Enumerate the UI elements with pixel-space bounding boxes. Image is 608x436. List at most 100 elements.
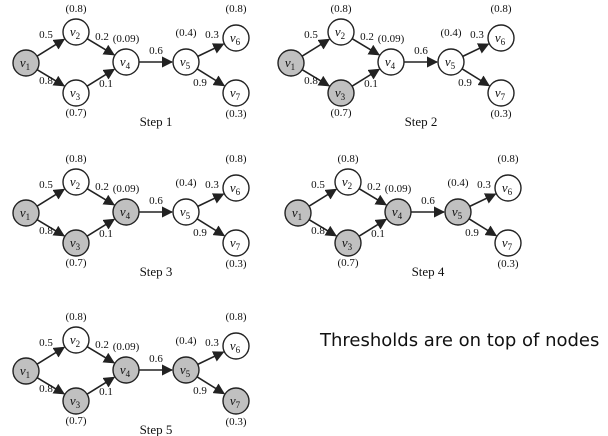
node-v3	[62, 229, 90, 257]
edge-v3-v4	[351, 68, 381, 87]
edge-v3-v4	[358, 218, 388, 237]
edge-weight-v1-v3: 0.8	[39, 225, 53, 237]
edge-v1-v3	[301, 69, 330, 87]
node-v3	[62, 387, 90, 415]
node-label-v1: v1	[20, 55, 30, 72]
edge-weight-v4-v5: 0.6	[149, 45, 163, 57]
edge-weight-v2-v4: 0.2	[360, 31, 374, 43]
node-v3	[327, 79, 355, 107]
threshold-v3: (0.7)	[65, 257, 86, 269]
node-v7	[222, 229, 250, 257]
edge-v5-v6	[197, 351, 225, 366]
threshold-v4: (0.09)	[378, 33, 405, 45]
threshold-v5: (0.4)	[175, 27, 196, 39]
node-label-v3: v3	[70, 235, 81, 252]
node-label-v4: v4	[392, 204, 403, 221]
edge-weight-v1-v2: 0.5	[39, 179, 53, 191]
step-4-graph: 0.5 0.8 0.2 0.1 0.6 0.3 0.9 v1 v2 (0.8) v3 (0.7) v4 (…	[284, 153, 522, 279]
edge-weight-v5-v7: 0.9	[193, 227, 207, 239]
edge-weight-v5-v6: 0.3	[477, 179, 491, 191]
edge-weight-v2-v4: 0.2	[95, 181, 109, 193]
edge-v2-v4	[86, 346, 115, 364]
node-label-v6: v6	[230, 338, 241, 355]
threshold-v2: (0.8)	[65, 311, 86, 323]
threshold-v3: (0.7)	[337, 257, 358, 269]
node-label-v5: v5	[452, 204, 463, 221]
threshold-v5: (0.4)	[440, 27, 461, 39]
edge-weight-v1-v3: 0.8	[39, 75, 53, 87]
step-label-3: Step 3	[140, 264, 173, 279]
threshold-v6: (0.8)	[490, 3, 511, 15]
node-label-v2: v2	[70, 24, 80, 41]
node-label-v6: v6	[230, 180, 241, 197]
node-v7	[487, 79, 515, 107]
edge-weight-v1-v3: 0.8	[39, 383, 53, 395]
node-v7	[494, 229, 522, 257]
edge-v3-v4	[86, 68, 116, 87]
edge-weight-v4-v5: 0.6	[149, 195, 163, 207]
edge-weight-v2-v4: 0.2	[367, 181, 381, 193]
node-label-v6: v6	[495, 30, 506, 47]
node-v5	[444, 198, 472, 226]
node-label-v2: v2	[70, 174, 80, 191]
edge-v2-v4	[86, 188, 115, 206]
edge-v1-v2	[308, 188, 338, 207]
edge-weight-v2-v4: 0.2	[95, 339, 109, 351]
node-v1	[284, 199, 312, 227]
threshold-v3: (0.7)	[65, 415, 86, 427]
node-label-v6: v6	[230, 30, 241, 47]
edge-weight-v4-v5: 0.6	[149, 353, 163, 365]
node-v3	[334, 229, 362, 257]
edge-weight-v1-v3: 0.8	[311, 225, 325, 237]
threshold-v2: (0.8)	[337, 153, 358, 165]
edge-v1-v2	[301, 38, 331, 57]
edge-v5-v7	[196, 218, 226, 237]
node-v6	[494, 174, 522, 202]
edge-weight-v5-v7: 0.9	[193, 385, 207, 397]
edge-v1-v2	[36, 38, 66, 57]
edge-v3-v4	[86, 376, 116, 395]
threshold-v5: (0.4)	[175, 177, 196, 189]
node-v6	[222, 332, 250, 360]
node-label-v1: v1	[285, 55, 295, 72]
node-v7	[222, 387, 250, 415]
edge-weight-v5-v7: 0.9	[458, 77, 472, 89]
node-label-v7: v7	[230, 235, 241, 252]
node-v5	[172, 356, 200, 384]
threshold-v4: (0.09)	[113, 183, 140, 195]
threshold-v6: (0.8)	[225, 311, 246, 323]
edge-weight-v4-v5: 0.6	[414, 45, 428, 57]
edge-v5-v6	[462, 43, 490, 58]
edge-weight-v4-v5: 0.6	[421, 195, 435, 207]
node-v7	[222, 79, 250, 107]
node-v6	[222, 174, 250, 202]
node-label-v4: v4	[120, 204, 131, 221]
edge-v2-v4	[86, 38, 115, 56]
edge-v2-v4	[358, 188, 387, 206]
edge-weight-v5-v7: 0.9	[465, 227, 479, 239]
edge-v5-v7	[468, 218, 498, 237]
node-label-v1: v1	[20, 205, 30, 222]
node-label-v5: v5	[180, 362, 191, 379]
edge-weight-v1-v2: 0.5	[311, 179, 325, 191]
node-label-v2: v2	[342, 174, 352, 191]
threshold-v6: (0.8)	[225, 153, 246, 165]
step-label-4: Step 4	[412, 264, 445, 279]
threshold-v2: (0.8)	[330, 3, 351, 15]
edge-v5-v7	[461, 68, 491, 87]
step-5-graph: 0.5 0.8 0.2 0.1 0.6 0.3 0.9 v1 v2 (0.8) v3 (0.7) v4 (…	[12, 311, 250, 436]
node-v1	[12, 199, 40, 227]
node-label-v4: v4	[120, 362, 131, 379]
node-label-v1: v1	[292, 205, 302, 222]
node-label-v7: v7	[495, 85, 506, 102]
edge-v5-v6	[197, 43, 225, 58]
node-v2	[62, 168, 90, 196]
node-label-v5: v5	[445, 54, 456, 71]
edge-v1-v3	[36, 69, 65, 87]
threshold-v4: (0.09)	[385, 183, 412, 195]
edge-v3-v4	[86, 218, 116, 237]
step-3-graph: 0.5 0.8 0.2 0.1 0.6 0.3 0.9 v1 v2 (0.8) v3 (0.7) v4 (…	[12, 153, 250, 279]
threshold-v6: (0.8)	[225, 3, 246, 15]
node-label-v7: v7	[230, 85, 241, 102]
